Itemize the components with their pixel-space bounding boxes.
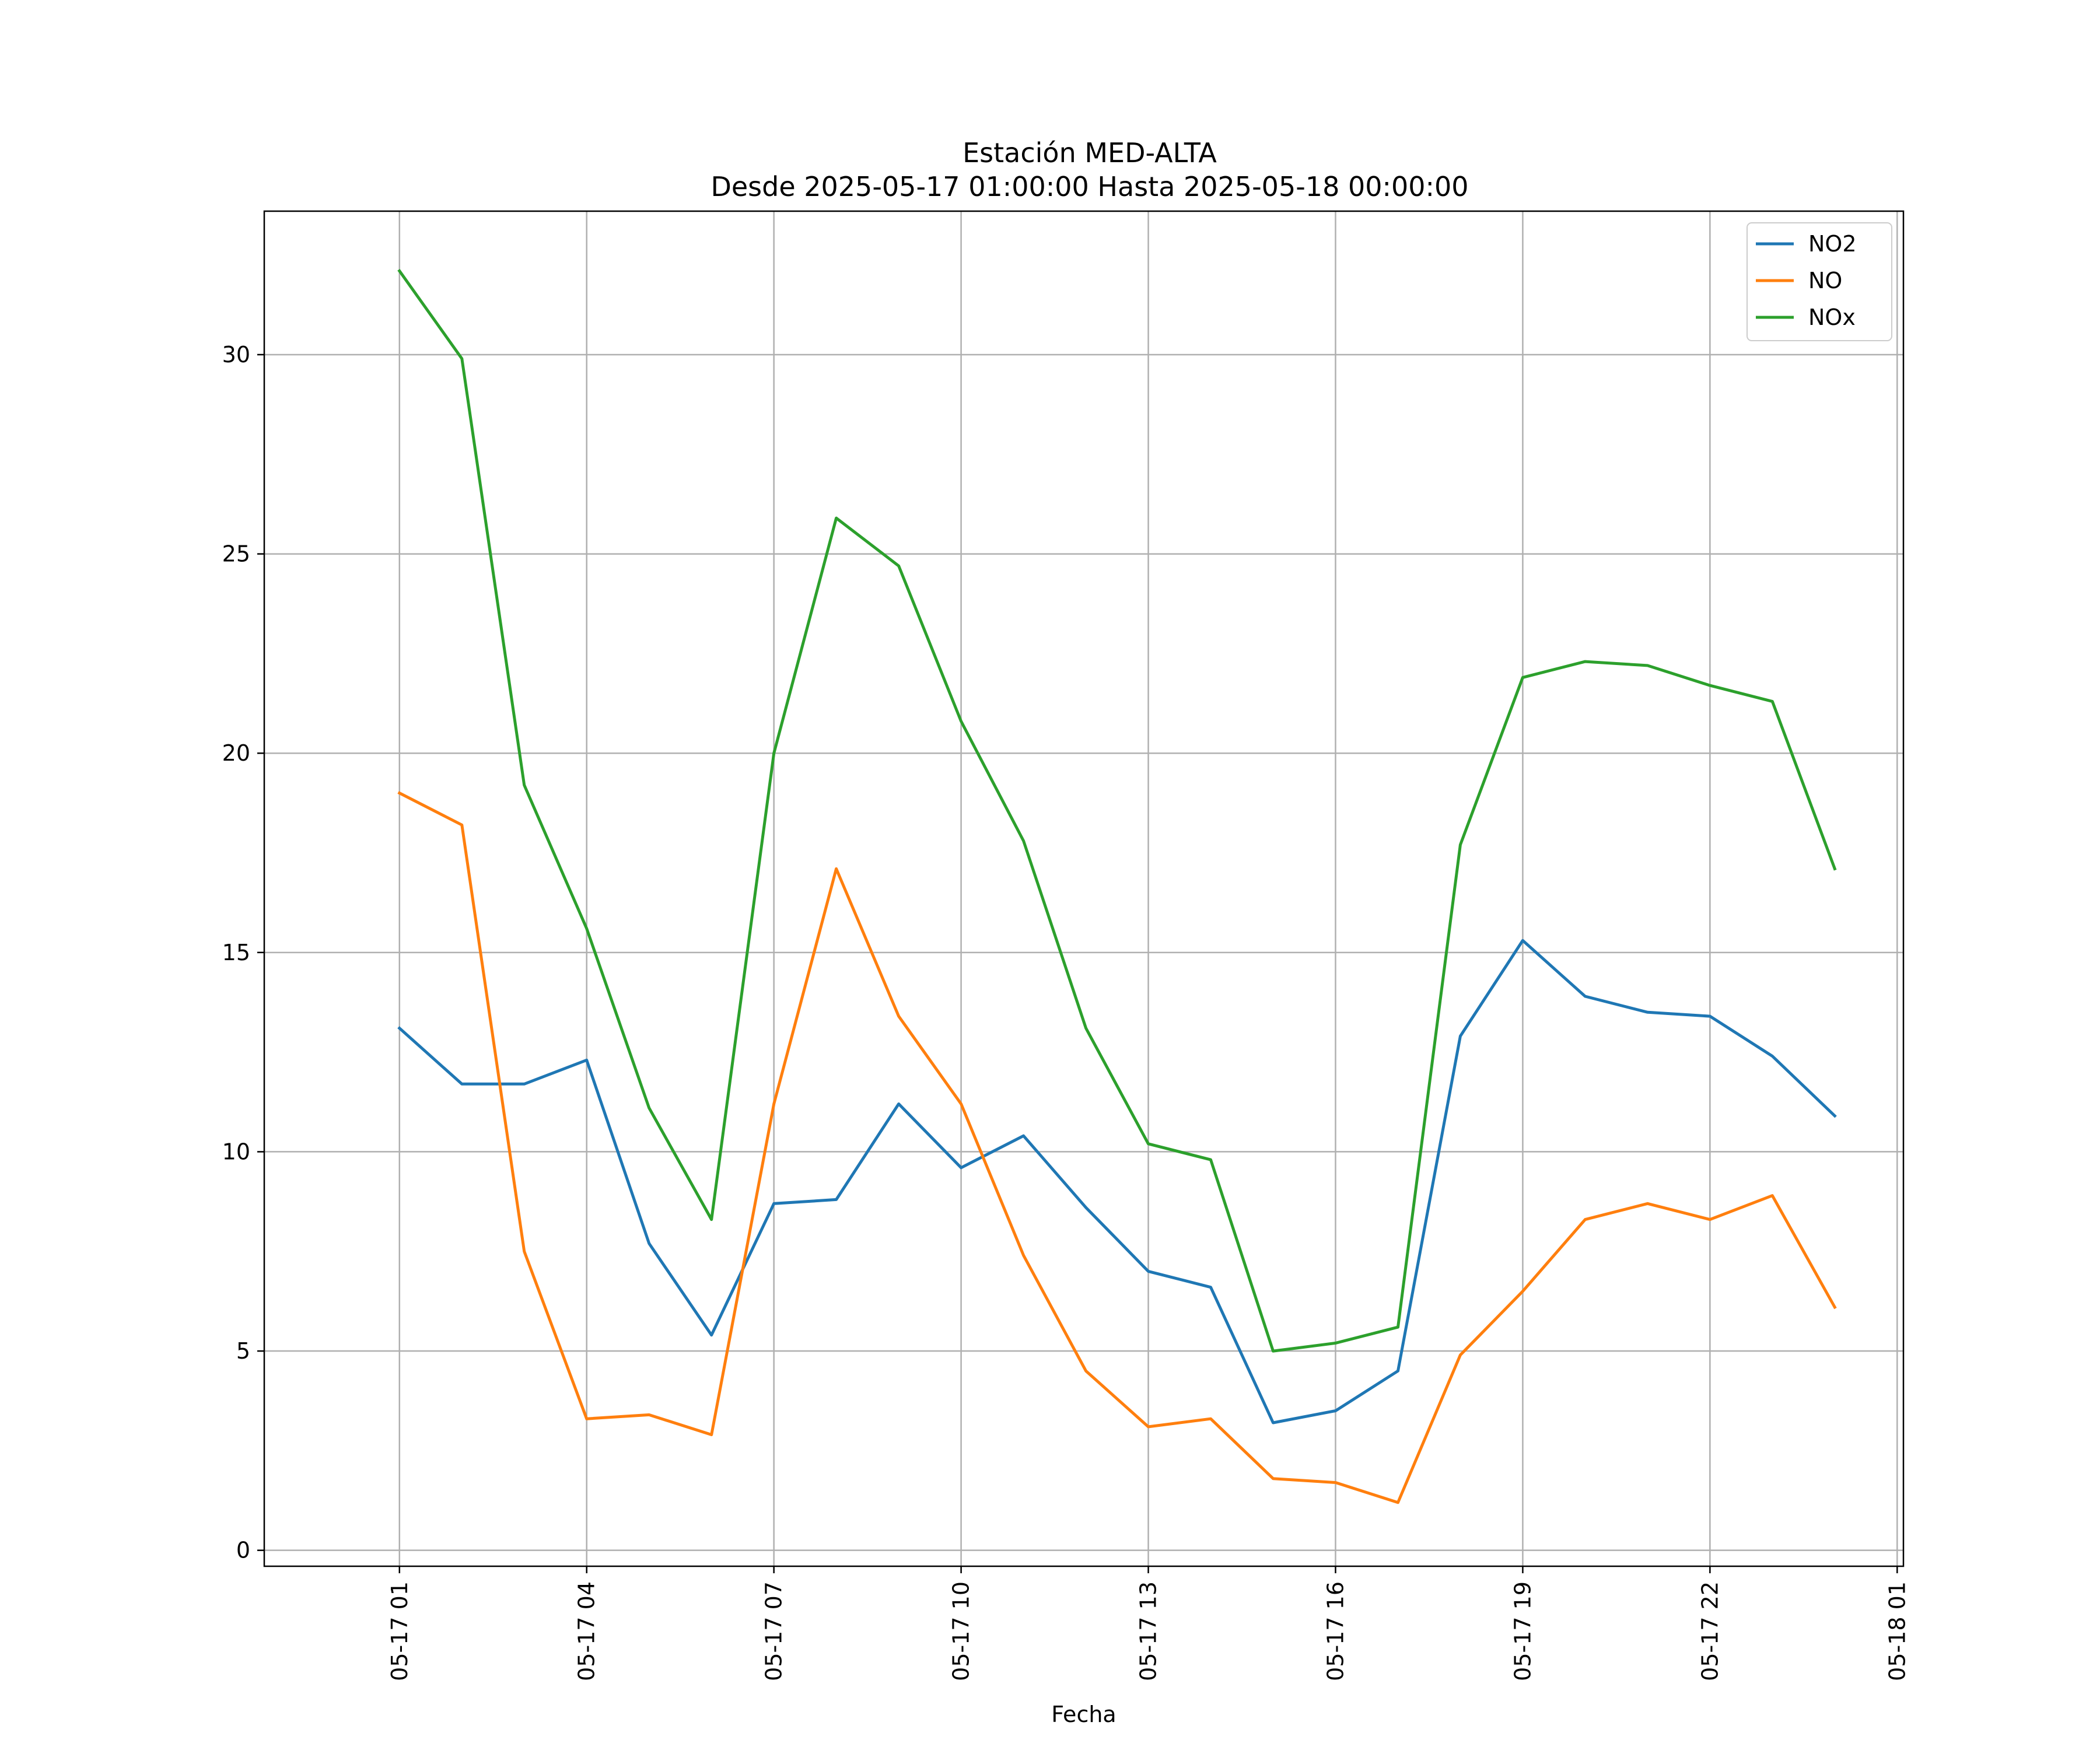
x-axis-label: Fecha — [1051, 1702, 1116, 1727]
y-tick-label: 20 — [222, 740, 250, 766]
y-tick-label: 15 — [222, 940, 250, 965]
y-tick-label: 25 — [222, 541, 250, 567]
x-tick-label: 05-17 13 — [1136, 1581, 1161, 1681]
legend-box — [1746, 222, 1892, 341]
series-line-no2 — [397, 939, 1837, 1424]
legend: NO2 NO NOx — [1746, 222, 1892, 341]
x-tick-label: 05-17 01 — [387, 1581, 412, 1681]
y-tick-label: 10 — [222, 1139, 250, 1164]
x-tick-label: 05-17 07 — [761, 1581, 787, 1681]
chart-title: Estación MED-ALTA — [963, 137, 1217, 169]
legend-label-nox: NOx — [1808, 304, 1856, 330]
x-tick-label: 05-17 22 — [1697, 1581, 1723, 1681]
y-axis: 0 5 10 15 20 25 30 — [222, 342, 264, 1563]
chart-subtitle: Desde 2025-05-17 01:00:00 Hasta 2025-05-… — [710, 171, 1468, 202]
x-tick-label: 05-18 01 — [1884, 1581, 1910, 1681]
x-tick-label: 05-17 16 — [1322, 1581, 1348, 1681]
grid — [264, 211, 1903, 1566]
series-line-no — [397, 791, 1837, 1504]
x-tick-label: 05-17 10 — [949, 1581, 974, 1681]
y-tick-label: 30 — [222, 342, 250, 368]
series-line-nox — [397, 269, 1837, 1353]
series-lines — [397, 269, 1837, 1504]
x-tick-label: 05-17 19 — [1510, 1581, 1535, 1681]
x-tick-label: 05-17 04 — [574, 1581, 600, 1681]
y-tick-label: 5 — [236, 1338, 250, 1364]
legend-label-no: NO — [1808, 268, 1842, 293]
y-tick-label: 0 — [236, 1538, 250, 1563]
plot-frame — [263, 210, 1905, 1567]
x-axis: 05-17 01 05-17 04 05-17 07 05-17 10 05-17 13… — [387, 1566, 1910, 1681]
legend-label-no2: NO2 — [1808, 231, 1857, 257]
